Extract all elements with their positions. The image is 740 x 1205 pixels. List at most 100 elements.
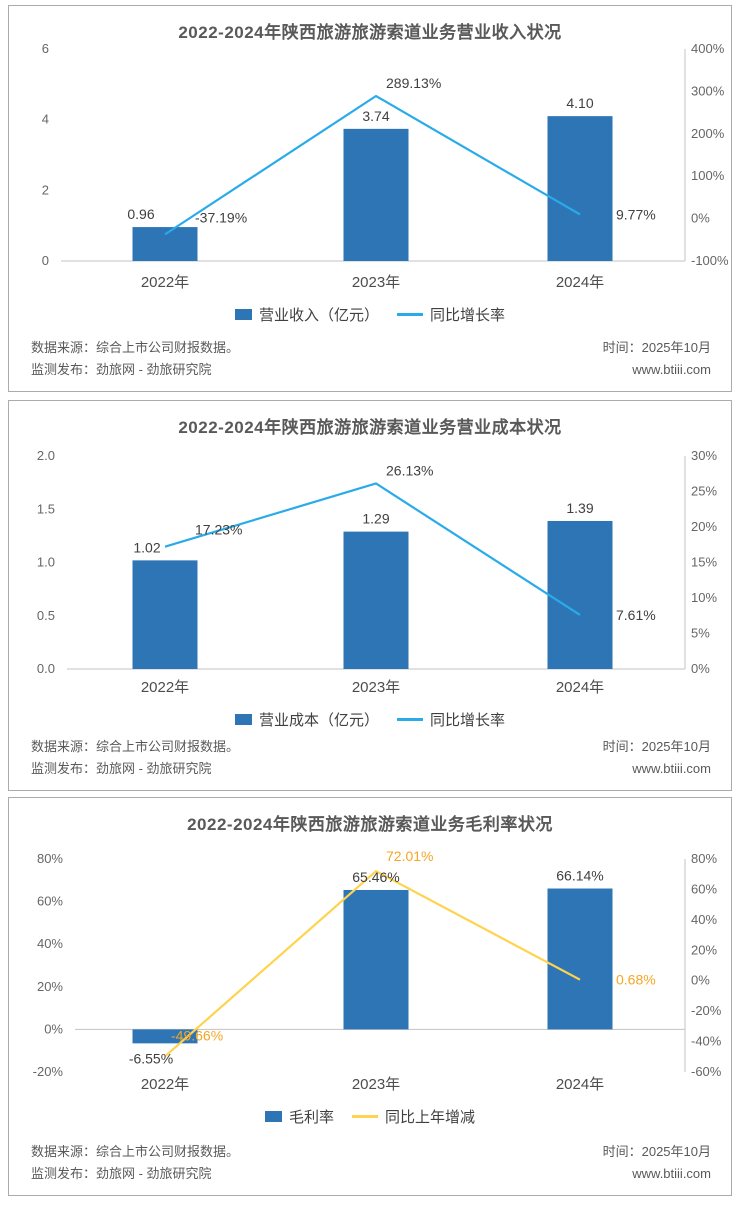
- legend-label: 毛利率: [288, 1109, 334, 1126]
- line-swatch-icon: [352, 1115, 378, 1118]
- line-value-label: -49.66%: [171, 1027, 223, 1043]
- line-value-label: -37.19%: [195, 209, 247, 225]
- category-label: 2023年: [352, 274, 400, 291]
- gross-margin-chart: 80% 60% 40% 20% 0% -20% 80% 60% 40% 20% 0% -20% -40%…: [33, 848, 722, 1093]
- website-text: www.btiii.com: [632, 361, 711, 377]
- line-value-label: 72.01%: [386, 848, 433, 864]
- bar: [547, 520, 613, 669]
- left-axis-tick: -20%: [33, 1064, 64, 1079]
- right-axis-tick: 60%: [691, 881, 717, 896]
- right-axis-tick: -40%: [691, 1034, 722, 1049]
- legend-item-growth-line: 同比增长率: [397, 709, 505, 730]
- bar: [547, 116, 613, 261]
- report-time-text: 时间：2025年10月: [602, 339, 711, 355]
- bar: [343, 889, 409, 1030]
- bar: [132, 560, 198, 669]
- legend-item-margin-bar: 毛利率: [264, 1106, 334, 1127]
- right-axis-tick: 300%: [691, 83, 725, 98]
- panel-gross-margin: 2022-2024年陕西旅游旅游索道业务毛利率状况 80% 60% 40% 20% 0%…: [8, 797, 732, 1196]
- category-label: 2024年: [556, 679, 604, 696]
- legend-revenue: 营业收入（亿元） 同比增长率: [9, 304, 731, 325]
- bar-value-label: 66.14%: [556, 868, 603, 884]
- right-axis-tick: 30%: [691, 448, 717, 463]
- left-axis-tick: 6: [42, 44, 49, 56]
- left-axis-tick: 0%: [44, 1021, 63, 1036]
- right-axis-tick: -20%: [691, 1003, 722, 1018]
- bar-value-label: 1.29: [362, 511, 389, 527]
- category-label: 2022年: [141, 274, 189, 291]
- legend-item-revenue-bar: 营业收入（亿元）: [234, 304, 379, 325]
- left-axis-tick: 20%: [37, 979, 63, 994]
- bar: [343, 128, 409, 261]
- category-label: 2024年: [556, 1076, 604, 1093]
- category-label: 2023年: [352, 1076, 400, 1093]
- legend-cost: 营业成本（亿元） 同比增长率: [9, 709, 731, 730]
- cost-chart: 2.0 1.5 1.0 0.5 0.0 30% 25% 20% 15% 10% 5% 0% 1.02 1.…: [37, 448, 718, 696]
- category-label: 2023年: [352, 679, 400, 696]
- bar-value-label: -6.55%: [129, 1050, 173, 1066]
- line-swatch-icon: [397, 718, 423, 721]
- data-source-text: 数据来源：综合上市公司财报数据。: [31, 339, 240, 355]
- bar-value-label: 65.46%: [352, 869, 399, 885]
- right-axis-tick: 0%: [691, 973, 710, 988]
- legend-item-growth-line: 同比增长率: [397, 304, 505, 325]
- right-axis-tick: -100%: [691, 253, 729, 268]
- chart-title-revenue: 2022-2024年陕西旅游旅游索道业务营业收入状况: [178, 23, 562, 42]
- right-axis-tick: 25%: [691, 484, 717, 499]
- line-value-label: 26.13%: [386, 462, 433, 478]
- footer-meta-block: 时间：2025年10月 www.btiii.com: [603, 337, 711, 381]
- right-axis-tick: 20%: [691, 519, 717, 534]
- right-axis-tick: 200%: [691, 126, 725, 141]
- line-value-label: 17.23%: [195, 522, 242, 538]
- right-axis-tick: -60%: [691, 1064, 722, 1079]
- category-label: 2024年: [556, 274, 604, 291]
- legend-label: 同比增长率: [430, 712, 506, 729]
- legend-gross-margin: 毛利率 同比上年增减: [9, 1106, 731, 1127]
- bar: [132, 227, 198, 261]
- right-axis-tick: 0%: [691, 211, 710, 226]
- legend-label: 同比增长率: [430, 307, 506, 324]
- data-source-text: 数据来源：综合上市公司财报数据。: [31, 738, 240, 754]
- right-axis-tick: 5%: [691, 626, 710, 641]
- trend-line: [164, 482, 581, 616]
- bar: [343, 531, 409, 669]
- footer-source-block: 数据来源：综合上市公司财报数据。 监测发布：劲旅网 - 劲旅研究院: [31, 337, 239, 381]
- legend-item-cost-bar: 营业成本（亿元）: [234, 709, 379, 730]
- panel-cost: 2022-2024年陕西旅游旅游索道业务营业成本状况 2.0 1.5 1.0 0.5 0…: [8, 400, 732, 791]
- left-axis-tick: 1.5: [37, 501, 55, 516]
- website-text: www.btiii.com: [632, 1165, 711, 1181]
- website-text: www.btiii.com: [632, 760, 711, 776]
- right-axis-tick: 40%: [691, 912, 717, 927]
- line-value-label: 0.68%: [616, 972, 656, 988]
- left-axis-tick: 60%: [37, 894, 63, 909]
- left-axis-tick: 0: [42, 253, 49, 268]
- footer-source-block: 数据来源：综合上市公司财报数据。 监测发布：劲旅网 - 劲旅研究院: [31, 1141, 239, 1185]
- right-axis-tick: 0%: [691, 661, 710, 676]
- right-axis-tick: 400%: [691, 44, 725, 56]
- data-source-text: 数据来源：综合上市公司财报数据。: [31, 1143, 240, 1159]
- bar-value-label: 1.39: [566, 500, 593, 516]
- footer-meta-block: 时间：2025年10月 www.btiii.com: [603, 736, 711, 780]
- bar: [132, 1029, 198, 1044]
- right-axis-tick: 15%: [691, 555, 717, 570]
- footer-meta-block: 时间：2025年10月 www.btiii.com: [603, 1141, 711, 1185]
- left-axis-tick: 0.5: [37, 608, 55, 623]
- bar-swatch-icon: [234, 309, 252, 320]
- left-axis-tick: 0.0: [37, 661, 55, 676]
- line-value-label: 289.13%: [386, 75, 441, 91]
- legend-item-yoy-line: 同比上年增减: [352, 1106, 475, 1127]
- report-time-text: 时间：2025年10月: [602, 1143, 711, 1159]
- left-axis-tick: 40%: [37, 936, 63, 951]
- right-axis-tick: 20%: [691, 942, 717, 957]
- publisher-text: 监测发布：劲旅网 - 劲旅研究院: [31, 1165, 212, 1181]
- left-axis-tick: 2.0: [37, 448, 55, 463]
- line-value-label: 9.77%: [616, 206, 656, 222]
- category-label: 2022年: [141, 1076, 189, 1093]
- chart-title-gross-margin: 2022-2024年陕西旅游旅游索道业务毛利率状况: [187, 815, 553, 834]
- report-time-text: 时间：2025年10月: [602, 738, 711, 754]
- bar-value-label: 0.96: [127, 206, 154, 222]
- bar-value-label: 3.74: [362, 108, 389, 124]
- category-label: 2022年: [141, 679, 189, 696]
- left-axis-tick: 80%: [37, 851, 63, 866]
- legend-label: 同比上年增减: [385, 1109, 476, 1126]
